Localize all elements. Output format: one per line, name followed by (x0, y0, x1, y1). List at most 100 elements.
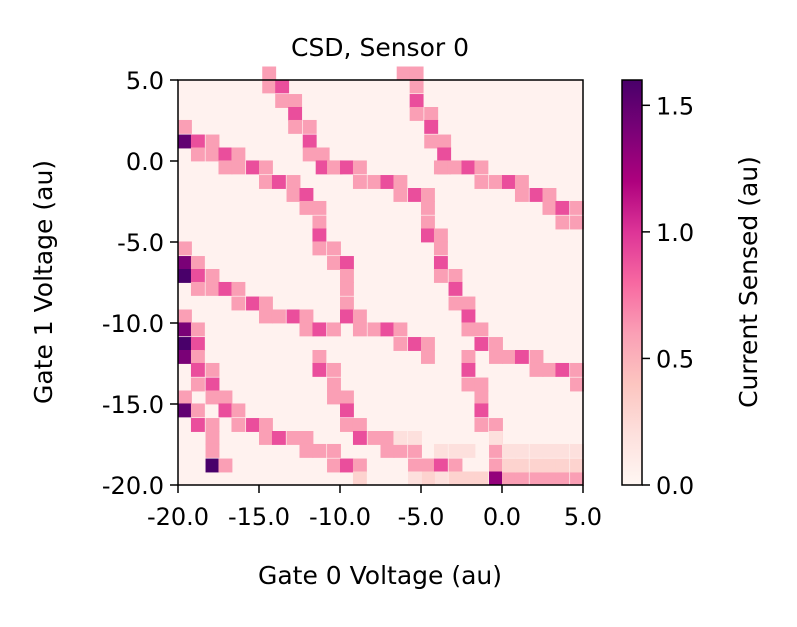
heatmap-cell (312, 362, 327, 377)
heatmap-cell (421, 215, 435, 230)
heatmap-cell (570, 362, 584, 377)
heatmap-cell (275, 94, 290, 108)
heatmap-cell (474, 337, 489, 351)
heatmap-cell (190, 337, 205, 351)
heatmap-cell (448, 296, 463, 311)
heatmap-cell (178, 134, 192, 149)
heatmap-cell (205, 390, 220, 405)
heatmap-cell (529, 362, 544, 377)
heatmap-cell (231, 281, 246, 296)
chart-title: CSD, Sensor 0 (291, 33, 469, 62)
heatmap-cell (570, 377, 584, 392)
heatmap-cell (380, 322, 395, 337)
heatmap-cell (299, 431, 314, 445)
heatmap-cell (259, 418, 273, 432)
heatmap-cell (352, 322, 367, 337)
heatmap-cell (529, 443, 544, 458)
heatmap-cell (424, 134, 439, 149)
heatmap-cell (380, 443, 395, 458)
colorbar-frame (621, 79, 643, 486)
heatmap-cell (259, 296, 273, 311)
heatmap-cell (421, 200, 435, 215)
heatmap-cell (421, 188, 435, 202)
heatmap-cell (461, 296, 476, 311)
heatmap-cell (421, 337, 435, 351)
heatmap-cell (218, 403, 233, 418)
heatmap-cell (555, 215, 570, 230)
heatmap-cell (461, 350, 476, 364)
heatmap-cell (433, 471, 448, 486)
heatmap-cell (409, 94, 424, 108)
heatmap-cell (178, 119, 192, 134)
heatmap-cell (286, 175, 301, 189)
heatmap-cell (409, 107, 424, 121)
heatmap-cell (570, 458, 584, 473)
heatmap-cell (327, 322, 341, 337)
heatmap-cell (570, 215, 584, 230)
heatmap-cell (461, 309, 476, 324)
heatmap-cell (514, 471, 529, 486)
heatmap-cell (299, 443, 314, 458)
heatmap-cell (393, 322, 408, 337)
heatmap-cell (433, 458, 448, 473)
heatmap-cell (231, 296, 246, 311)
heatmap-cell (178, 241, 192, 256)
heatmap-cell (489, 350, 503, 364)
heatmap-cell (461, 160, 476, 175)
y-axis-label: Gate 1 Voltage (au) (29, 160, 58, 404)
heatmap-cell (205, 443, 220, 458)
colorbar-label: Current Sensed (au) (734, 156, 763, 408)
heatmap-cell (315, 160, 330, 175)
heatmap-cell (271, 309, 286, 324)
heatmap-cell (502, 175, 516, 189)
heatmap-cell (489, 337, 503, 351)
heatmap-cell (514, 175, 529, 189)
heatmap-cell (271, 175, 286, 189)
heatmap-cell (231, 147, 246, 162)
y-tick-label: -10.0 (102, 310, 164, 338)
colorbar-tick-label: 0.5 (656, 345, 694, 373)
heatmap-cell (178, 350, 192, 364)
heatmap-cell (190, 281, 205, 296)
heatmap-cell (421, 350, 435, 364)
heatmap-cell (474, 390, 489, 405)
plot-area (177, 66, 584, 486)
heatmap-cell (340, 269, 354, 283)
heatmap-cell (190, 418, 205, 432)
heatmap-cell (448, 443, 463, 458)
heatmap-cell (437, 147, 452, 162)
heatmap-cell (502, 458, 516, 473)
heatmap-cell (489, 443, 503, 458)
heatmap-cell (514, 188, 529, 202)
heatmap-cell (408, 443, 422, 458)
x-tick-label: 5.0 (564, 503, 602, 531)
heatmap-cell (408, 458, 422, 473)
heatmap-cells (178, 66, 584, 486)
heatmap-cell (393, 337, 408, 351)
heatmap-cell (302, 119, 317, 134)
heatmap-cell (542, 362, 557, 377)
heatmap-cell (408, 471, 422, 486)
heatmap-cell (529, 188, 544, 202)
heatmap-cell (190, 322, 205, 337)
heatmap-cell (178, 309, 192, 324)
heatmap-cell (218, 458, 233, 473)
heatmap-cell (474, 471, 489, 486)
heatmap-cell (514, 350, 529, 364)
heatmap-cell (231, 403, 246, 418)
heatmap-cell (555, 200, 570, 215)
heatmap-cell (312, 215, 327, 230)
heatmap-cell (421, 458, 435, 473)
heatmap-cell (299, 188, 314, 202)
heatmap-cell (461, 471, 476, 486)
heatmap-cell (340, 309, 354, 324)
heatmap-cell (299, 322, 314, 337)
heatmap-cell (312, 228, 327, 243)
heatmap-cell (461, 443, 476, 458)
heatmap-cell (393, 431, 408, 445)
heatmap-cell (288, 119, 303, 134)
heatmap-cell (190, 377, 205, 392)
heatmap-cell (231, 418, 246, 432)
heatmap-cell (340, 418, 354, 432)
